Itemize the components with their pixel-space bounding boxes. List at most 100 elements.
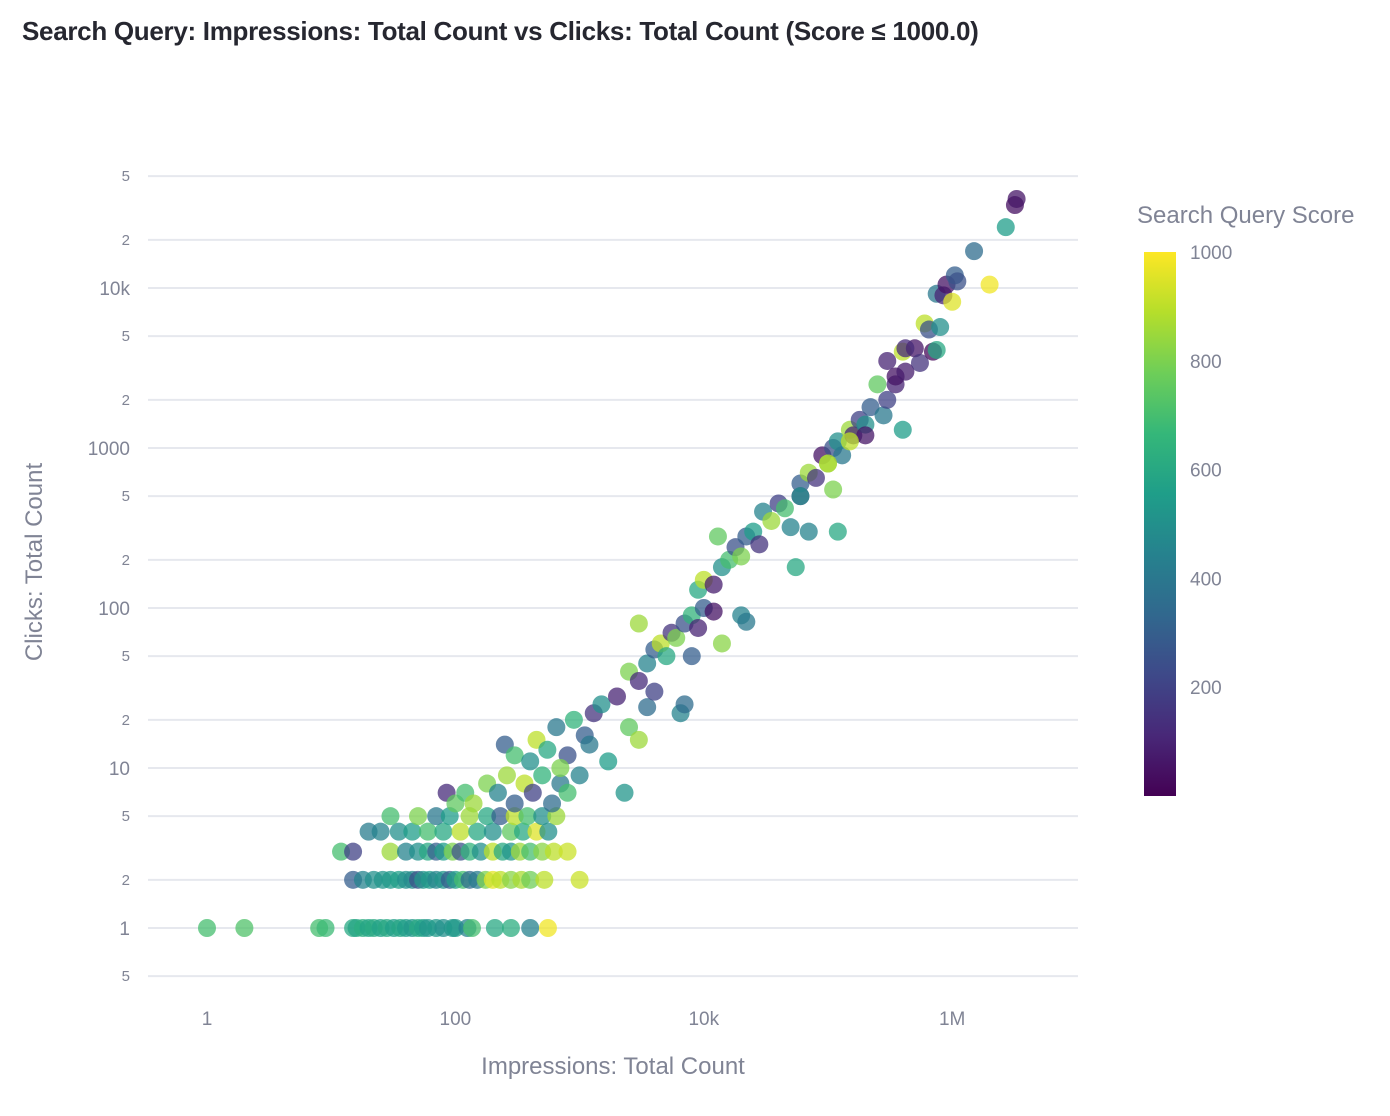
scatter-point[interactable] xyxy=(518,807,537,826)
scatter-point[interactable] xyxy=(712,634,731,653)
scatter-point[interactable] xyxy=(667,628,686,647)
scatter-point[interactable] xyxy=(543,794,562,813)
scatter-point[interactable] xyxy=(840,432,859,451)
scatter-point[interactable] xyxy=(878,351,897,370)
scatter-point[interactable] xyxy=(786,558,805,577)
scatter-point[interactable] xyxy=(538,919,557,937)
scatter-point[interactable] xyxy=(689,618,708,637)
scatter-point[interactable] xyxy=(868,375,887,394)
scatter-point[interactable] xyxy=(403,822,422,841)
scatter-point[interactable] xyxy=(544,842,563,861)
scatter-point[interactable] xyxy=(434,822,453,841)
scatter-point[interactable] xyxy=(910,353,929,372)
scatter-point[interactable] xyxy=(418,822,437,841)
scatter-point[interactable] xyxy=(629,671,648,690)
scatter-point[interactable] xyxy=(497,766,516,785)
scatter-point[interactable] xyxy=(615,783,634,802)
scatter-point[interactable] xyxy=(533,766,552,785)
scatter-point[interactable] xyxy=(198,919,216,937)
scatter-point[interactable] xyxy=(791,487,810,506)
scatter-point[interactable] xyxy=(505,794,524,813)
scatter-point[interactable] xyxy=(599,752,618,771)
scatter-point[interactable] xyxy=(558,842,577,861)
scatter-point[interactable] xyxy=(505,807,524,826)
scatter-point[interactable] xyxy=(704,575,723,594)
scatter-point[interactable] xyxy=(468,822,487,841)
scatter-point[interactable] xyxy=(1007,189,1026,208)
scatter-point[interactable] xyxy=(564,710,583,729)
scatter-point[interactable] xyxy=(570,870,589,889)
scatter-point[interactable] xyxy=(485,919,504,937)
scatter-point[interactable] xyxy=(657,647,676,666)
scatter-point[interactable] xyxy=(861,398,880,417)
scatter-point[interactable] xyxy=(806,468,825,487)
scatter-point[interactable] xyxy=(896,362,915,381)
scatter-point[interactable] xyxy=(580,735,599,754)
scatter-point[interactable] xyxy=(521,919,540,937)
scatter-point[interactable] xyxy=(513,822,532,841)
scatter-point[interactable] xyxy=(893,420,912,439)
scatter-point[interactable] xyxy=(799,522,818,541)
scatter-point[interactable] xyxy=(607,687,626,706)
scatter-point[interactable] xyxy=(381,842,400,861)
scatter-point[interactable] xyxy=(488,783,507,802)
scatter-point[interactable] xyxy=(592,695,611,714)
scatter-point[interactable] xyxy=(558,783,577,802)
scatter-point[interactable] xyxy=(708,527,727,546)
scatter-point[interactable] xyxy=(931,318,950,337)
scatter-point[interactable] xyxy=(704,602,723,621)
scatter-point[interactable] xyxy=(389,822,408,841)
scatter-point[interactable] xyxy=(965,242,984,261)
scatter-point[interactable] xyxy=(483,822,502,841)
scatter-point[interactable] xyxy=(533,807,552,826)
scatter-point[interactable] xyxy=(638,698,657,717)
scatter-point[interactable] xyxy=(235,919,254,937)
scatter-point[interactable] xyxy=(948,272,967,291)
scatter-point[interactable] xyxy=(344,842,363,861)
scatter-point[interactable] xyxy=(732,547,751,566)
scatter-point[interactable] xyxy=(539,822,558,841)
scatter-point[interactable] xyxy=(462,919,481,937)
scatter-point[interactable] xyxy=(464,794,483,813)
scatter-point[interactable] xyxy=(896,339,915,358)
scatter-point[interactable] xyxy=(316,919,335,937)
scatter-point[interactable] xyxy=(523,783,542,802)
scatter-point[interactable] xyxy=(551,759,570,777)
scatter-point[interactable] xyxy=(505,746,524,765)
scatter-point[interactable] xyxy=(478,807,497,826)
scatter-point[interactable] xyxy=(538,740,557,759)
scatter-point[interactable] xyxy=(943,292,962,311)
scatter-point[interactable] xyxy=(874,406,893,425)
scatter-point[interactable] xyxy=(833,446,852,465)
scatter-point[interactable] xyxy=(980,275,999,294)
scatter-point[interactable] xyxy=(819,454,837,473)
scatter-point[interactable] xyxy=(501,919,520,937)
scatter-point[interactable] xyxy=(828,522,847,541)
scatter-point[interactable] xyxy=(645,682,664,701)
scatter-point[interactable] xyxy=(762,511,781,530)
scatter-point[interactable] xyxy=(521,870,540,889)
scatter-point[interactable] xyxy=(824,480,843,499)
scatter-point[interactable] xyxy=(371,822,390,841)
scatter-point[interactable] xyxy=(381,807,400,826)
scatter-point[interactable] xyxy=(521,752,540,771)
scatter-point[interactable] xyxy=(427,807,446,826)
scatter-point[interactable] xyxy=(856,426,875,445)
scatter-point[interactable] xyxy=(620,718,639,737)
scatter-point[interactable] xyxy=(775,499,794,518)
scatter-point[interactable] xyxy=(535,870,554,889)
scatter-point[interactable] xyxy=(629,614,648,633)
scatter-point[interactable] xyxy=(491,807,510,826)
scatter-point[interactable] xyxy=(878,390,897,409)
scatter-point[interactable] xyxy=(451,822,470,841)
scatter-point[interactable] xyxy=(737,612,756,631)
scatter-point[interactable] xyxy=(781,518,800,537)
scatter-point[interactable] xyxy=(996,218,1015,237)
scatter-point[interactable] xyxy=(927,340,946,359)
scatter-point[interactable] xyxy=(682,647,701,666)
scatter-point[interactable] xyxy=(629,730,648,749)
scatter-point[interactable] xyxy=(409,807,428,826)
scatter-point[interactable] xyxy=(750,535,769,554)
scatter-point[interactable] xyxy=(547,718,566,737)
scatter-point[interactable] xyxy=(570,766,589,785)
